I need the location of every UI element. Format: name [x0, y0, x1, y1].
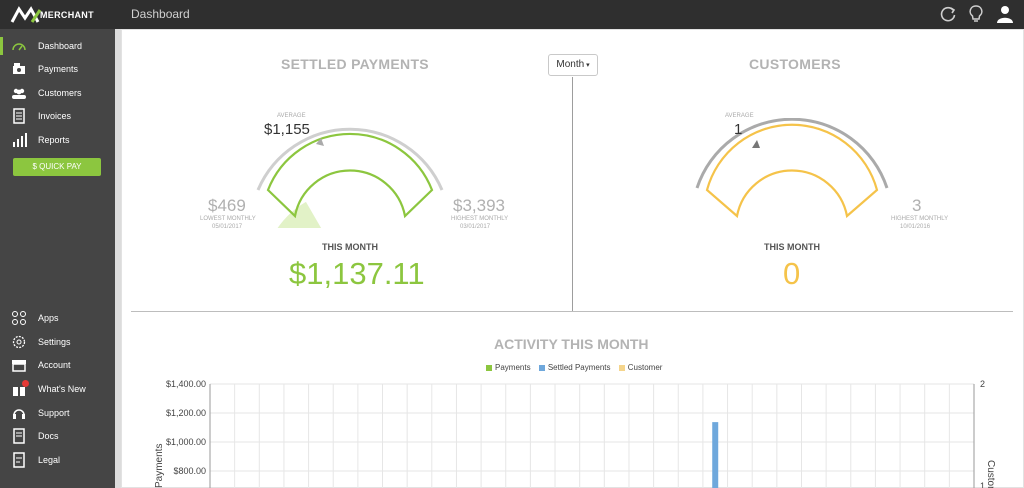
legend-item-payments[interactable]: Payments	[486, 363, 531, 372]
caret-down-icon: ▾	[584, 62, 590, 69]
settled-this-month-value: $1,137.11	[289, 256, 425, 291]
customers-highest-date: 10/01/2016	[900, 224, 931, 230]
headset-icon	[13, 409, 25, 419]
y-tick-label: $1,200.00	[166, 408, 206, 418]
settled-highest-label: HIGHEST MONTHLY	[451, 216, 509, 222]
legend-item-settled[interactable]: Settled Payments	[538, 363, 611, 372]
y-axis-label: Payments	[154, 444, 165, 488]
settled-lowest-label: LOWEST MONTHLY	[200, 216, 256, 222]
sidebar-item-label: Dashboard	[38, 41, 83, 51]
customers-gauge	[695, 118, 889, 219]
docs-icon	[13, 428, 25, 444]
customers-this-month-label: THIS MONTH	[764, 242, 820, 252]
period-select-value: Month	[556, 59, 585, 70]
quick-pay-button[interactable]: $ QUICK PAY	[13, 158, 101, 176]
top-bar: MERCHANT Dashboard	[0, 0, 1024, 29]
y2-axis-label: Customers	[985, 460, 996, 488]
activity-chart: $1,400.00 $1,200.00 $1,000.00 $800.00 2 1 Paym…	[154, 379, 996, 488]
apps-icon	[12, 311, 26, 325]
legend-label: Customer	[627, 363, 663, 372]
customers-average-value: 1	[734, 121, 743, 138]
sidebar-item-account[interactable]: Account	[0, 354, 115, 376]
notification-dot	[22, 380, 29, 387]
legend-swatch-settled	[538, 364, 545, 371]
y2-tick-label: 1	[980, 481, 985, 488]
settled-payments-gauge	[256, 127, 444, 228]
settled-average-label: AVERAGE	[277, 113, 306, 119]
sidebar-item-invoices[interactable]: Invoices	[0, 105, 115, 127]
settled-lowest-date: 05/01/2017	[212, 224, 243, 230]
settled-highest-date: 03/01/2017	[460, 224, 491, 230]
sidebar-item-whats-new[interactable]: What's New	[0, 378, 115, 400]
settled-lowest-value: $469	[208, 196, 246, 215]
average-marker	[752, 140, 760, 148]
logo-text: MERCHANT	[40, 10, 94, 20]
store-icon	[12, 360, 26, 372]
legend-label: Settled Payments	[547, 363, 611, 372]
payments-icon	[13, 63, 25, 74]
sidebar-item-settings[interactable]: Settings	[0, 331, 115, 353]
sidebar-item-legal[interactable]: Legal	[0, 449, 115, 471]
sidebar-item-label: Payments	[38, 64, 79, 74]
customers-this-month-value: 0	[783, 256, 801, 291]
lightbulb-icon[interactable]	[966, 4, 986, 24]
gift-icon	[13, 387, 25, 396]
merchant-logo[interactable]	[10, 4, 115, 26]
sidebar-item-label: Legal	[38, 455, 61, 465]
legend-item-customer[interactable]: Customer	[618, 363, 663, 372]
sidebar	[0, 29, 115, 488]
customers-highest-label: HIGHEST MONTHLY	[891, 216, 949, 222]
legend-swatch-customer	[618, 364, 625, 371]
page-title: Dashboard	[131, 7, 190, 21]
sidebar-item-apps[interactable]: Apps	[0, 307, 115, 329]
y2-tick-label: 2	[980, 379, 985, 389]
sidebar-edge	[115, 29, 121, 488]
settled-this-month-label: THIS MONTH	[322, 242, 378, 252]
speedometer-icon	[12, 43, 26, 51]
sidebar-item-label: Invoices	[38, 111, 72, 121]
settled-payments-title: SETTLED PAYMENTS	[281, 56, 429, 72]
average-marker	[316, 138, 324, 146]
y-tick-label: $1,400.00	[166, 379, 206, 389]
customers-highest-value: 3	[912, 196, 922, 215]
customers-icon	[12, 88, 26, 99]
sidebar-item-payments[interactable]: Payments	[0, 58, 115, 80]
sidebar-item-docs[interactable]: Docs	[0, 425, 115, 447]
sidebar-item-label: Settings	[38, 337, 71, 347]
sidebar-item-label: Docs	[38, 431, 59, 441]
sidebar-item-label: Reports	[38, 135, 70, 145]
legend-label: Payments	[495, 363, 531, 372]
vertical-divider	[572, 77, 573, 312]
sidebar-item-label: Customers	[38, 88, 82, 98]
horizontal-divider	[131, 311, 1013, 312]
sidebar-item-customers[interactable]: Customers	[0, 82, 115, 104]
customers-average-label: AVERAGE	[725, 113, 754, 119]
sidebar-item-support[interactable]: Support	[0, 402, 115, 424]
activity-title: ACTIVITY THIS MONTH	[494, 336, 649, 352]
sidebar-item-label: Account	[38, 360, 71, 370]
gear-icon	[12, 335, 26, 349]
settled-gauge-fill	[277, 201, 322, 228]
y-tick-label: $1,000.00	[166, 437, 206, 447]
customers-title: CUSTOMERS	[749, 56, 841, 72]
refresh-icon[interactable]	[938, 4, 958, 24]
settled-highest-value: $3,393	[453, 196, 505, 215]
sidebar-item-reports[interactable]: Reports	[0, 129, 115, 151]
legal-icon	[13, 452, 25, 468]
sidebar-item-dashboard[interactable]: Dashboard	[0, 35, 115, 57]
settled-average-value: $1,155	[264, 121, 310, 138]
legend-swatch-payments	[486, 364, 492, 371]
bar-chart-icon	[13, 133, 27, 147]
chart-legend: Payments Settled Payments Customer	[486, 363, 668, 372]
bar-settled-payments[interactable]	[712, 422, 719, 488]
invoice-icon	[13, 108, 25, 124]
user-icon[interactable]	[995, 4, 1015, 24]
period-select[interactable]: Month ▾	[548, 54, 598, 76]
sidebar-item-label: What's New	[38, 384, 86, 394]
y-tick-label: $800.00	[173, 466, 206, 476]
sidebar-item-label: Apps	[38, 313, 59, 323]
sidebar-item-label: Support	[38, 408, 70, 418]
